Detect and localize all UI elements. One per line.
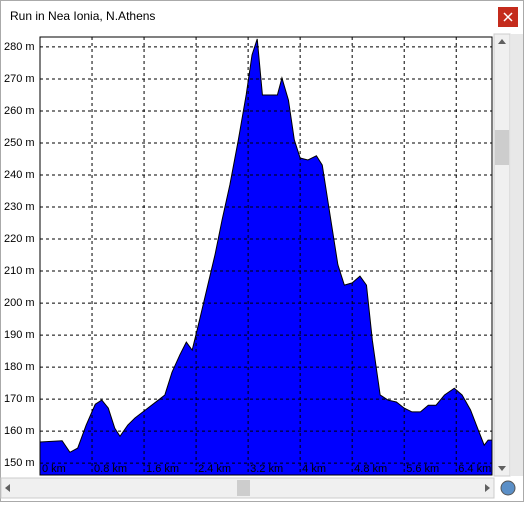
x-tick-label: 6.4 km xyxy=(458,463,491,475)
y-tick-label: 250 m xyxy=(4,137,35,149)
v-thumb[interactable] xyxy=(495,130,509,165)
y-tick-label: 270 m xyxy=(4,73,35,85)
x-tick-label: 0.8 km xyxy=(94,463,127,475)
y-tick-label: 200 m xyxy=(4,297,35,309)
v-down-arrow[interactable] xyxy=(498,466,506,471)
v-track[interactable] xyxy=(493,33,511,477)
x-tick-label: 1.6 km xyxy=(146,463,179,475)
corner-icon[interactable] xyxy=(500,480,516,496)
side-strip xyxy=(511,34,523,476)
x-tick-label: 0 km xyxy=(42,463,66,475)
y-tick-label: 240 m xyxy=(4,169,35,181)
x-tick-label: 4 km xyxy=(302,463,326,475)
elevation-area xyxy=(39,38,493,476)
h-left-arrow[interactable] xyxy=(5,484,10,492)
h-right-arrow[interactable] xyxy=(485,484,490,492)
x-tick-label: 4.8 km xyxy=(354,463,387,475)
plot: 150 m 160 m 170 m 180 m 190 m 200 m 210 m 220 m… xyxy=(4,36,493,476)
y-tick-label: 170 m xyxy=(4,393,35,405)
vertical-scrollbar[interactable] xyxy=(493,33,523,477)
y-tick-label: 190 m xyxy=(4,329,35,341)
x-tick-label: 2.4 km xyxy=(198,463,231,475)
y-tick-label: 150 m xyxy=(4,457,35,469)
h-thumb[interactable] xyxy=(237,480,250,496)
y-tick-label: 160 m xyxy=(4,425,35,437)
y-tick-label: 210 m xyxy=(4,265,35,277)
y-tick-label: 230 m xyxy=(4,201,35,213)
y-tick-label: 180 m xyxy=(4,361,35,373)
horizontal-scrollbar[interactable] xyxy=(0,477,516,499)
y-tick-label: 260 m xyxy=(4,105,35,117)
y-tick-label: 220 m xyxy=(4,233,35,245)
x-tick-label: 5.6 km xyxy=(406,463,439,475)
y-tick-label: 280 m xyxy=(4,41,35,53)
window-title: Run in Nea Ionia, N.Athens xyxy=(10,9,155,23)
x-tick-label: 3.2 km xyxy=(250,463,283,475)
close-button[interactable] xyxy=(498,7,518,27)
close-icon[interactable] xyxy=(503,12,513,22)
v-up-arrow[interactable] xyxy=(498,39,506,44)
plot-border xyxy=(39,36,493,476)
